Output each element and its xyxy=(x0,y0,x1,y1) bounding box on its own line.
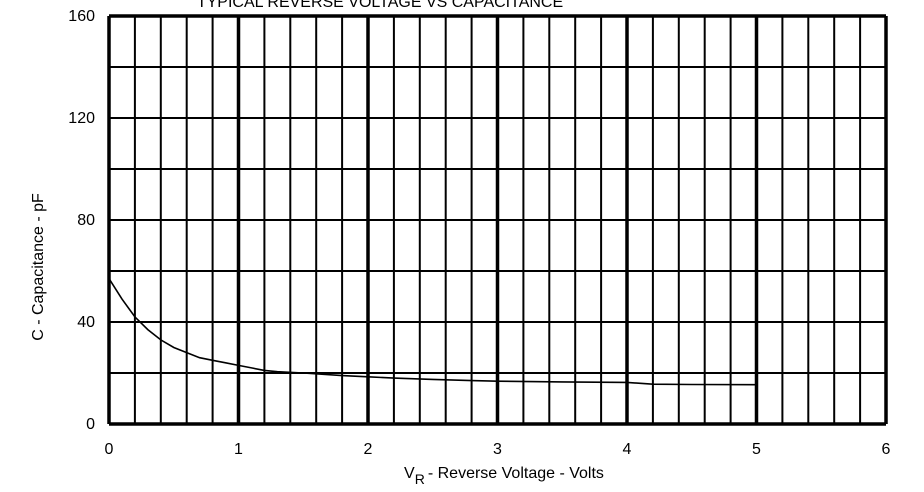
chart-title: TYPICAL REVERSE VOLTAGE VS CAPACITANCE xyxy=(197,0,563,11)
y-tick-label: 160 xyxy=(68,8,95,25)
y-tick-label: 80 xyxy=(77,212,95,229)
y-tick-label: 120 xyxy=(68,110,95,127)
x-tick-labels: 0 1 2 3 4 5 6 xyxy=(105,441,891,458)
x-tick-label: 3 xyxy=(493,441,502,458)
y-tick-label: 0 xyxy=(86,416,95,433)
x-tick-label: 5 xyxy=(752,441,761,458)
x-tick-label: 2 xyxy=(364,441,373,458)
x-tick-label: 1 xyxy=(234,441,243,458)
y-tick-label: 40 xyxy=(77,314,95,331)
x-axis-label-v: V xyxy=(404,465,415,482)
x-axis-label-subscript: R xyxy=(415,471,425,487)
x-tick-label: 4 xyxy=(623,441,632,458)
x-axis-label-text: - Reverse Voltage - Volts xyxy=(428,465,604,482)
y-axis-label: C - Capacitance - pF xyxy=(30,193,47,341)
x-axis-label: VR - Reverse Voltage - Volts xyxy=(404,465,604,487)
x-tick-label: 0 xyxy=(105,441,114,458)
y-tick-labels: 0 40 80 120 160 xyxy=(68,8,95,433)
capacitance-curve xyxy=(108,278,757,386)
x-tick-label: 6 xyxy=(882,441,891,458)
grid xyxy=(107,14,888,426)
